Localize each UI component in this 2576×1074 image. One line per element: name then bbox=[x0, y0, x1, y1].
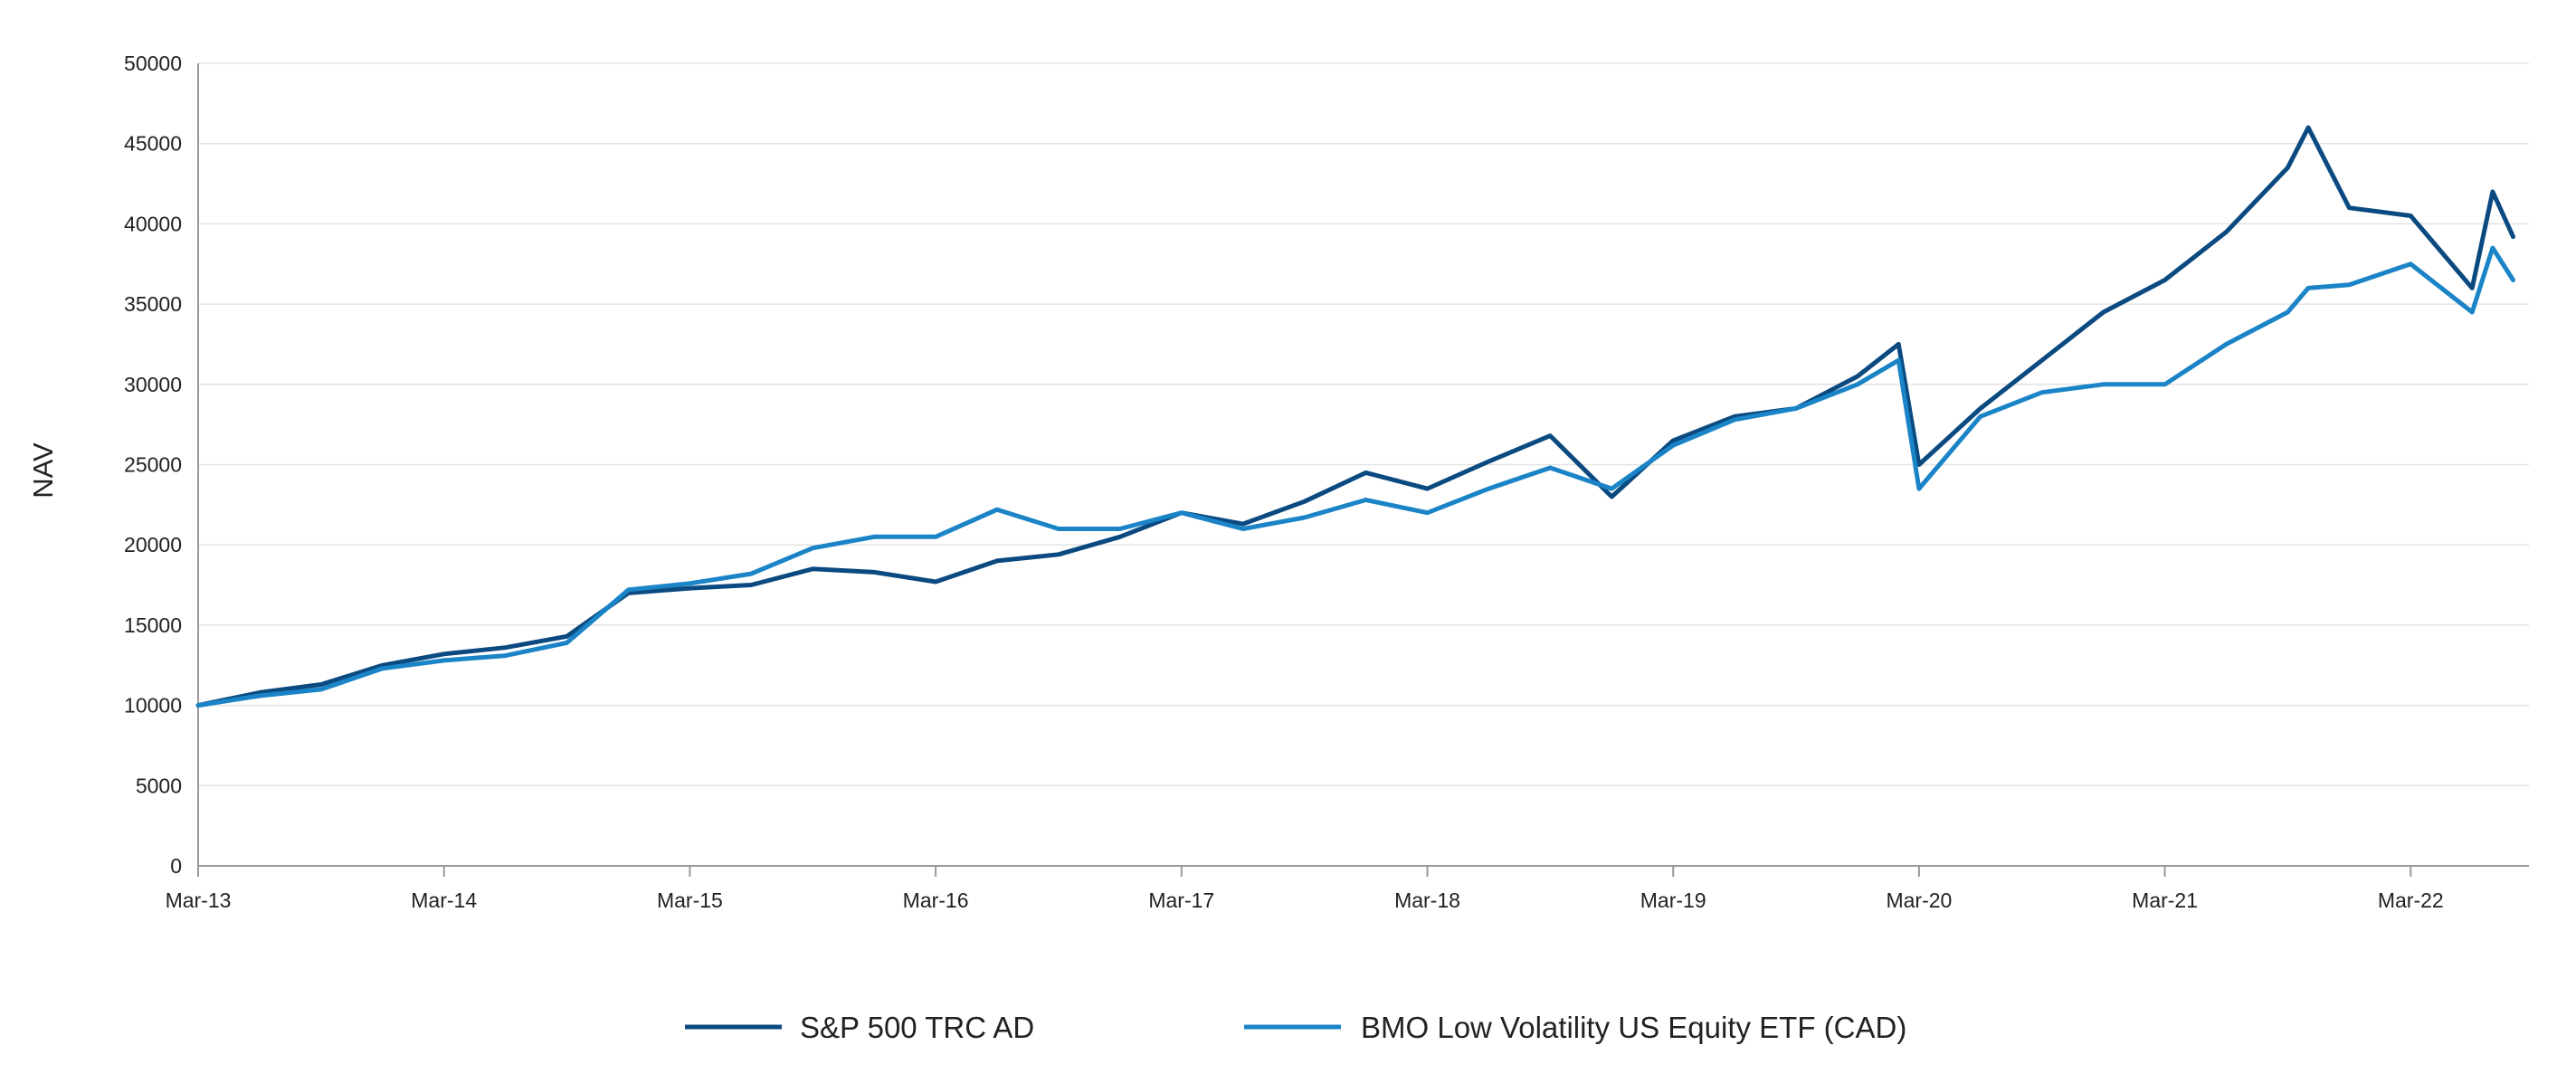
legend-label: BMO Low Volatility US Equity ETF (CAD) bbox=[1361, 1011, 1906, 1044]
y-tick-label: 10000 bbox=[124, 694, 182, 718]
y-tick-label: 30000 bbox=[124, 373, 182, 396]
x-tick-label: Mar-13 bbox=[166, 889, 232, 912]
legend-item: S&P 500 TRC AD bbox=[685, 1011, 1034, 1044]
y-tick-label: 40000 bbox=[124, 212, 182, 235]
y-axis-label: NAV bbox=[27, 442, 59, 499]
y-tick-label: 50000 bbox=[124, 52, 182, 75]
series-line-1 bbox=[195, 125, 2515, 708]
y-tick-label: 15000 bbox=[124, 613, 182, 637]
series-lines bbox=[195, 125, 2515, 708]
legend-label: S&P 500 TRC AD bbox=[800, 1011, 1034, 1044]
legend-item: BMO Low Volatility US Equity ETF (CAD) bbox=[1244, 1011, 1906, 1044]
legend: S&P 500 TRC AD BMO Low Volatility US Equi… bbox=[685, 1011, 1906, 1044]
x-tick-label: Mar-21 bbox=[2132, 889, 2198, 912]
y-tick-label: 0 bbox=[170, 854, 182, 878]
axes: 0 5000 10000 15000 20000 25000 30000 35000 40000… bbox=[124, 52, 2529, 912]
x-tick-label: Mar-16 bbox=[903, 889, 969, 912]
x-tick-label: Mar-14 bbox=[411, 889, 477, 912]
x-tick-label: Mar-15 bbox=[657, 889, 723, 912]
y-tick-label: 45000 bbox=[124, 132, 182, 156]
x-tick-label: Mar-22 bbox=[2378, 889, 2444, 912]
y-tick-label: 25000 bbox=[124, 453, 182, 477]
x-tick-label: Mar-17 bbox=[1148, 889, 1214, 912]
series-line-2 bbox=[195, 245, 2515, 708]
y-tick-label: 35000 bbox=[124, 292, 182, 316]
y-tick-label: 20000 bbox=[124, 533, 182, 556]
x-tick-label: Mar-18 bbox=[1394, 889, 1460, 912]
x-tick-label: Mar-19 bbox=[1640, 889, 1706, 912]
gridlines bbox=[198, 62, 2529, 787]
x-tick-label: Mar-20 bbox=[1886, 889, 1952, 912]
y-tick-label: 5000 bbox=[136, 774, 182, 797]
